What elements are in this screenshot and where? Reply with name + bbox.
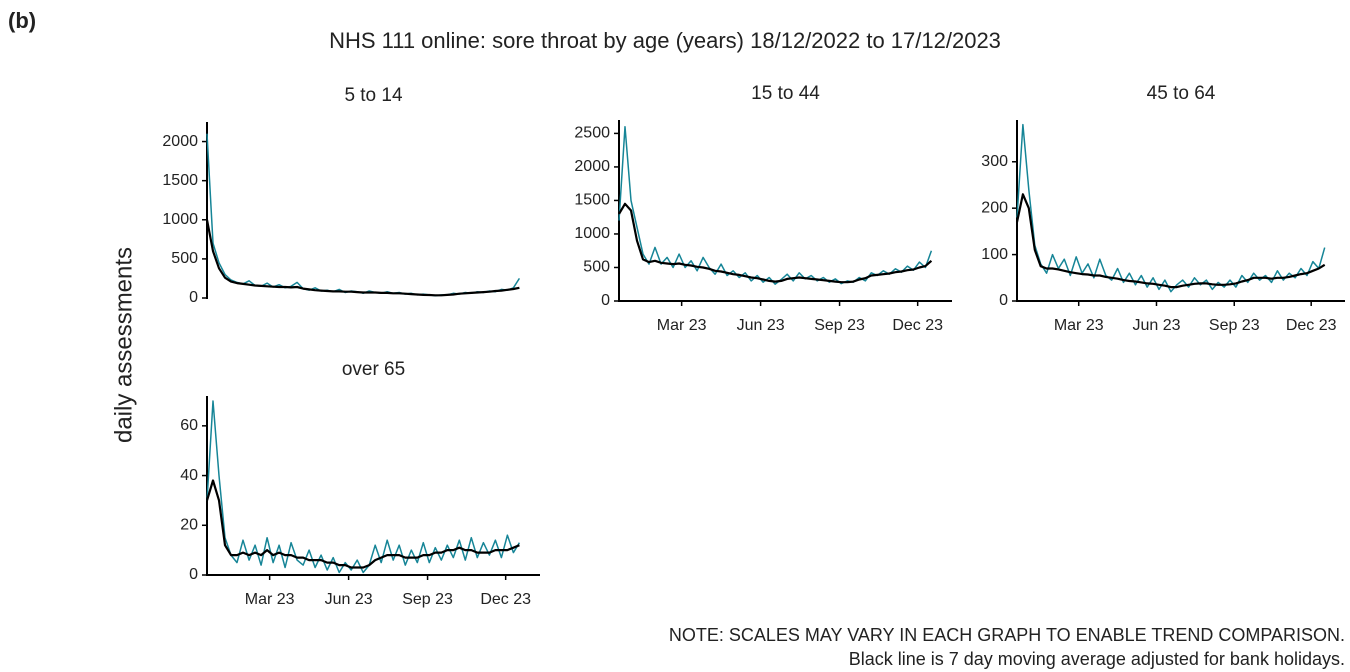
- series-line: [206, 400, 521, 574]
- x-tick-label: Dec 23: [892, 317, 943, 334]
- note: NOTE: SCALES MAY VARY IN EACH GRAPH TO E…: [669, 625, 1345, 645]
- y-tick-label: 100: [981, 246, 1008, 263]
- y-axis-label: daily assessments: [110, 247, 137, 443]
- y-tick-label: 0: [601, 292, 610, 309]
- series-line: [205, 479, 520, 569]
- figure-title: NHS 111 online: sore throat by age (year…: [329, 28, 1001, 53]
- x-tick-label: Dec 23: [480, 591, 531, 608]
- panel-title: over 65: [342, 359, 405, 380]
- x-tick-label: Mar 23: [657, 317, 707, 334]
- x-tick-label: Dec 23: [1286, 317, 1337, 334]
- y-tick-label: 200: [981, 199, 1008, 216]
- series-line: [205, 219, 520, 297]
- panel-label: (b): [8, 8, 36, 33]
- y-tick-label: 1000: [574, 225, 610, 242]
- series-line: [1016, 123, 1326, 293]
- panel-title: 45 to 64: [1147, 83, 1216, 104]
- y-tick-label: 1000: [162, 211, 198, 228]
- x-tick-label: Mar 23: [1054, 317, 1104, 334]
- y-tick-label: 500: [583, 259, 610, 276]
- y-tick-label: 0: [999, 292, 1008, 309]
- y-tick-label: 40: [180, 467, 198, 484]
- x-tick-label: Sep 23: [402, 591, 453, 608]
- y-tick-label: 500: [171, 250, 198, 267]
- panel-title: 5 to 14: [344, 85, 403, 106]
- note: Black line is 7 day moving average adjus…: [849, 649, 1345, 669]
- x-tick-label: Jun 23: [325, 591, 373, 608]
- y-tick-label: 300: [981, 153, 1008, 170]
- x-tick-label: Sep 23: [1209, 317, 1260, 334]
- y-tick-label: 2000: [574, 158, 610, 175]
- y-tick-label: 1500: [162, 172, 198, 189]
- x-tick-label: Jun 23: [737, 317, 785, 334]
- y-tick-label: 2500: [574, 125, 610, 142]
- panel-title: 15 to 44: [751, 83, 820, 104]
- y-tick-label: 2000: [162, 133, 198, 150]
- x-tick-label: Mar 23: [245, 591, 295, 608]
- y-tick-label: 0: [189, 566, 198, 583]
- x-tick-label: Sep 23: [814, 317, 865, 334]
- y-tick-label: 60: [180, 417, 198, 434]
- series-line: [1015, 193, 1326, 289]
- y-tick-label: 1500: [574, 192, 610, 209]
- series-line: [618, 202, 933, 284]
- y-tick-label: 20: [180, 516, 198, 533]
- series-line: [206, 133, 521, 297]
- y-tick-label: 0: [189, 289, 198, 306]
- series-line: [618, 125, 933, 285]
- x-tick-label: Jun 23: [1132, 317, 1180, 334]
